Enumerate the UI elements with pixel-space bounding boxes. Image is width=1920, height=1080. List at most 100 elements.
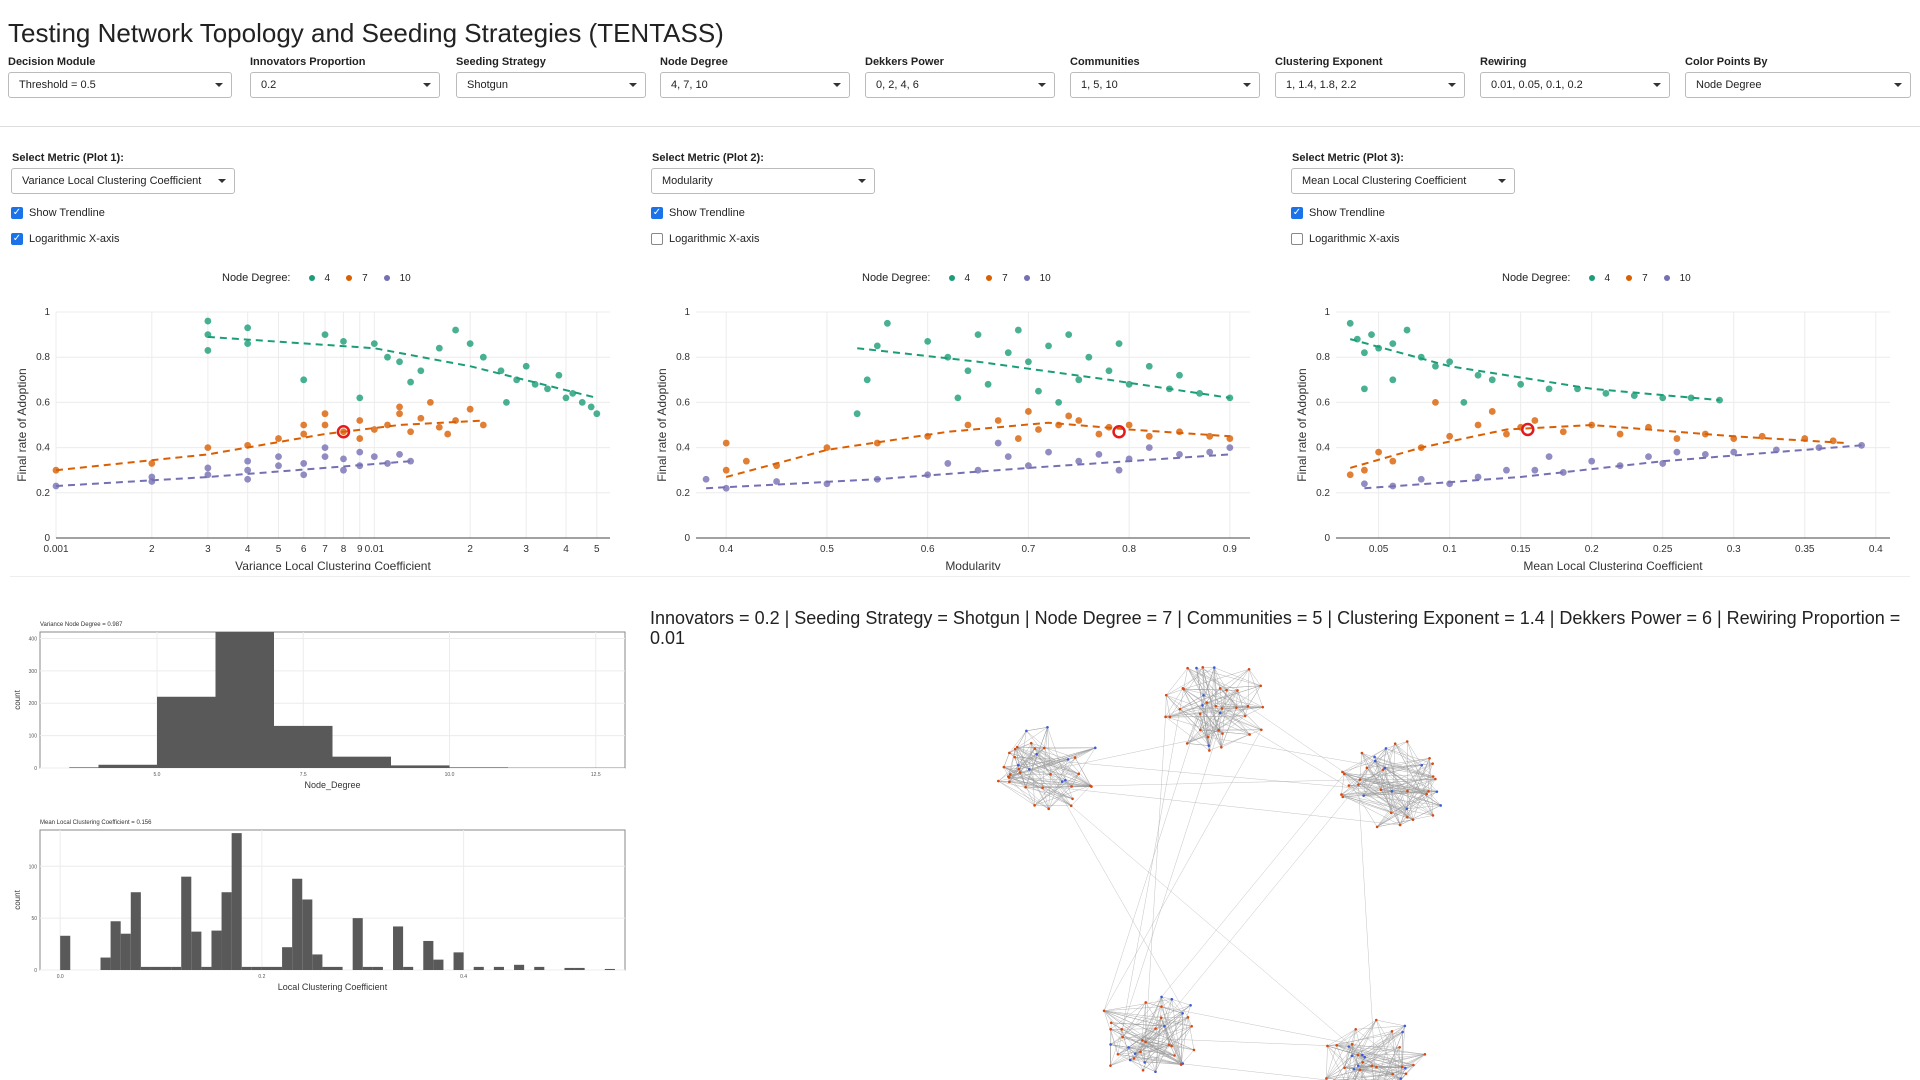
network-node [1246,704,1250,708]
filter-clustering-exponent: Clustering Exponent 1, 1.4, 1.8, 2.2 [1275,52,1465,98]
y-axis-label: Final rate of Adoption [15,368,29,481]
select-value: Threshold = 0.5 [19,79,96,91]
metric-select-plot-2[interactable]: Modularity [651,168,875,194]
trendline [706,453,1230,490]
legend-item-7[interactable]: 7 [346,273,368,284]
x-tick-label: 5 [276,544,282,555]
checkbox-checked-icon[interactable]: ✓ [11,233,23,245]
y-tick-label: 0.8 [1316,352,1330,363]
checkbox-checked-icon[interactable]: ✓ [11,207,23,219]
data-point-4 [1346,319,1354,327]
log-x-axis-checkbox[interactable]: Logarithmic X-axis [1291,233,1399,245]
legend-item-4[interactable]: 4 [1588,273,1610,284]
legend-label: 10 [1679,272,1691,284]
network-node [1008,780,1011,784]
legend-item-10[interactable]: 10 [1663,272,1691,284]
rewiring-select[interactable]: 0.01, 0.05, 0.1, 0.2 [1480,72,1670,98]
network-node [1259,684,1263,688]
network-node [1363,1055,1366,1059]
y-tick-label: 0 [44,533,50,544]
legend-item-10[interactable]: 10 [1023,273,1051,284]
checkbox-unchecked-icon[interactable] [651,233,663,245]
network-edge [1103,1010,1195,1051]
network-edge [1353,1069,1401,1079]
y-tick-label: 0 [1324,533,1330,544]
data-point-4 [1630,392,1638,400]
log-x-axis-checkbox[interactable]: Logarithmic X-axis [651,233,759,245]
network-edge [1342,771,1437,792]
network-node [1218,711,1222,715]
data-point-4 [1125,380,1133,388]
x-tick-label: 0.4 [719,544,733,555]
legend-item-7[interactable]: 7 [986,273,1008,284]
data-point-4 [883,319,891,327]
show-trendline-checkbox[interactable]: ✓ Show Trendline [11,207,105,219]
scatter-plot-3[interactable]: 0 0.2 0.4 0.6 0.8 1 0.05 0.1 0.15 0.2 0.25 0.3 0.35 0… [1280,300,1910,570]
network-node [1002,765,1006,769]
network-edge [1383,1031,1403,1080]
data-point-4 [1085,353,1093,361]
histogram-bar [322,966,333,970]
network-edge [1009,730,1027,754]
network-edge [1355,1025,1405,1030]
legend-label: 7 [362,272,368,284]
caret-down-icon [1448,83,1456,87]
network-edge [1161,996,1170,1045]
checkbox-checked-icon[interactable]: ✓ [651,207,663,219]
network-edge [1327,1045,1367,1080]
network-node [1128,1058,1132,1062]
x-tick-label: 0.05 [1369,544,1389,555]
communities-select[interactable]: 1, 5, 10 [1070,72,1260,98]
innovators-proportion-select[interactable]: 0.2 [250,72,440,98]
network-edge [1402,1054,1425,1068]
scatter-plot-2[interactable]: 0 0.2 0.4 0.6 0.8 1 0.4 0.5 0.6 0.7 0.8 0.9 Modulari… [640,300,1270,570]
network-node [1201,704,1204,707]
legend-item-7[interactable]: 7 [1626,273,1648,284]
trendline [1349,423,1848,469]
network-node [1186,666,1189,670]
data-point-4 [1446,358,1454,366]
trendline [1364,444,1862,490]
legend-item-4[interactable]: 4 [948,273,970,284]
show-trendline-checkbox[interactable]: ✓ Show Trendline [1291,207,1385,219]
data-point-7 [994,417,1002,424]
scatter-plot-1[interactable]: 0 0.2 0.4 0.6 0.8 1 0.001 2 3 4 5 6 7 8 9 0.01 2 3 4 5 Varia… [0,300,630,570]
dekkers-power-select[interactable]: 0, 2, 4, 6 [865,72,1055,98]
network-edge [1406,758,1430,809]
metric-select-plot-1[interactable]: Variance Local Clustering Coefficient [11,168,235,194]
network-node [1400,1065,1404,1069]
legend-title: Node Degree: [222,272,291,284]
metric-select-plot-3[interactable]: Mean Local Clustering Coefficient [1291,168,1515,194]
checkbox-unchecked-icon[interactable] [1291,233,1303,245]
network-graph[interactable] [980,665,1520,1080]
divider [10,576,1910,577]
legend-item-4[interactable]: 4 [308,273,330,284]
data-point-7 [1025,408,1032,415]
network-node [1212,666,1216,669]
log-x-axis-checkbox[interactable]: ✓ Logarithmic X-axis [11,233,119,245]
network-edge [1359,1069,1389,1080]
seeding-strategy-select[interactable]: Shotgun [456,72,646,98]
data-point-4 [593,410,601,418]
network-node [1361,1053,1364,1057]
node-degree-select[interactable]: 4, 7, 10 [660,72,850,98]
data-point-4 [1488,376,1496,384]
histogram-bar [332,756,391,768]
y-tick-label: 0.2 [1316,488,1330,499]
show-trendline-checkbox[interactable]: ✓ Show Trendline [651,207,745,219]
network-node [1049,773,1052,776]
network-edge [1361,752,1368,768]
color-points-by-select[interactable]: Node Degree [1685,72,1911,98]
network-node [1198,712,1202,716]
network-edge [1359,1057,1365,1071]
legend-item-10[interactable]: 10 [383,273,411,284]
checkbox-checked-icon[interactable]: ✓ [1291,207,1303,219]
network-node [1379,788,1383,792]
clustering-exponent-select[interactable]: 1, 1.4, 1.8, 2.2 [1275,72,1465,98]
network-edge [1391,791,1441,806]
data-point-7 [1075,417,1083,424]
data-point-4 [1145,362,1153,370]
decision-module-select[interactable]: Threshold = 0.5 [8,72,232,98]
data-point-10 [148,473,156,481]
network-edge [1327,1045,1345,1080]
